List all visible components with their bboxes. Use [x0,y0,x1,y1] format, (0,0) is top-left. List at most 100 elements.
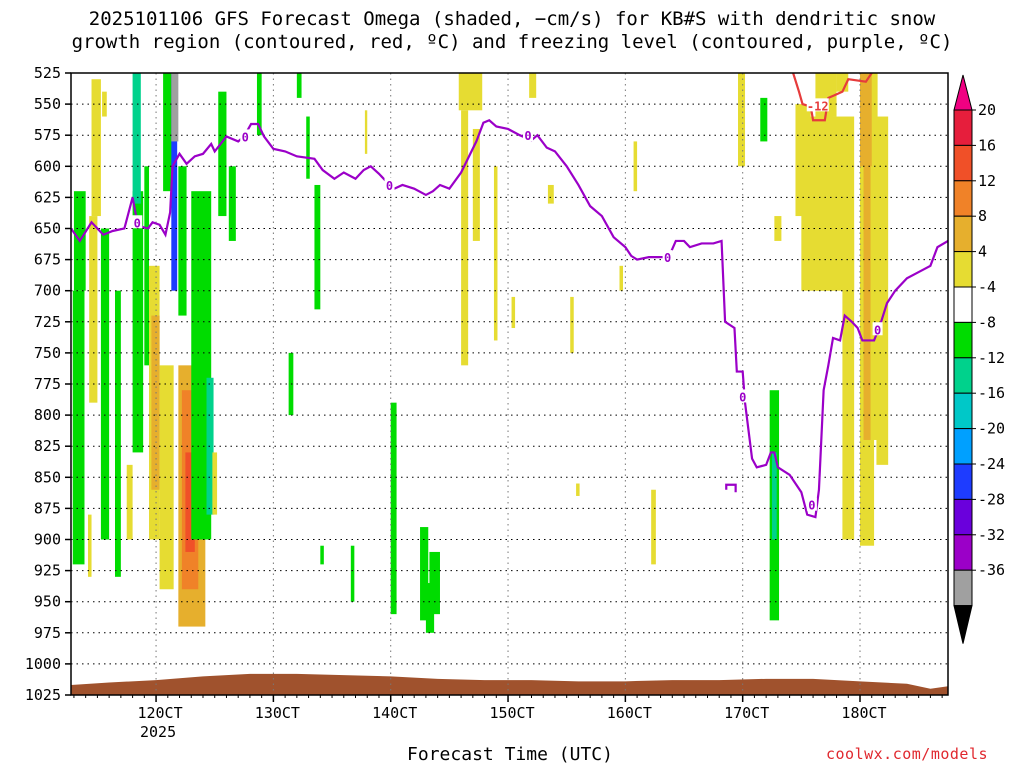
omega-cell [472,128,480,241]
omega-cell [420,527,429,621]
omega-cell [836,73,849,92]
freezing-level-label: 0 [664,251,671,265]
omega-cell [651,489,656,565]
x-tick-label: 180CT [841,704,886,722]
colorbar-swatch [953,109,973,146]
colorbar-label: -8 [978,313,996,331]
omega-cell [212,452,218,515]
freezing-level-fragment [725,483,737,493]
omega-cell [132,73,141,204]
x-tick-sublabel: 2025 [140,723,176,741]
omega-cell [151,315,160,490]
colorbar: 20 16 12 8 4 -4 -8 -12 -16 -20 -24 -28 -32 -36 [953,74,1005,644]
omega-cell [91,79,101,217]
x-tick-label: 140CT [372,704,417,722]
omega-cell [314,184,321,310]
y-tick-label: 650 [34,220,61,238]
omega-cell [390,402,397,615]
colorbar-label: 16 [978,136,996,154]
omega-cell [296,73,302,98]
freezing-level-label: 0 [134,216,141,230]
omega-cell [364,110,368,154]
omega-cell [178,166,187,316]
colorbar-label: 20 [978,101,996,119]
x-tick-label: 130CT [255,704,300,722]
x-tick-label: 170CT [724,704,769,722]
colorbar-label: -16 [978,384,1005,402]
omega-cell [737,73,746,167]
colorbar-swatch [953,215,973,253]
y-tick-label: 775 [34,375,61,393]
y-tick-label: 1000 [25,655,61,673]
colorbar-swatch [953,569,973,607]
omega-cell [860,73,872,167]
y-tick-label: 725 [34,313,61,331]
freezing-level-label-bg [662,250,673,264]
y-tick-label: 825 [34,437,61,455]
y-tick-label: 750 [34,344,61,362]
omega-cell [461,110,469,366]
ground-fill [71,673,948,695]
colorbar-label: -20 [978,420,1005,438]
omega-cell [89,216,98,403]
omega-cell [185,452,195,552]
y-tick-label: 900 [34,531,61,549]
x-axis-label: Forecast Time (UTC) [407,744,613,765]
y-tick-label: 675 [34,251,61,269]
colorbar-label: -28 [978,490,1005,508]
freezing-level-label: 0 [808,499,815,513]
colorbar-label: -12 [978,349,1005,367]
colorbar-swatch [953,463,973,500]
dendritic-label-bg [806,98,829,112]
omega-cell [576,483,580,496]
colorbar-swatch [953,321,973,359]
omega-cell [547,184,554,204]
freezing-level-label: 0 [524,129,531,143]
omega-cell [529,73,537,98]
freezing-level-label: 0 [874,323,881,337]
colorbar-label: 8 [978,207,987,225]
omega-cell [218,91,227,217]
omega-cell [159,365,174,590]
y-tick-label: 700 [34,282,61,300]
colorbar-swatch [953,534,973,571]
omega-cell [171,73,178,291]
y-tick-label: 625 [34,188,61,206]
colorbar-label: -24 [978,455,1005,473]
omega-cell [206,377,214,515]
chart-title: 2025101106 GFS Forecast Omega (shaded, −… [71,8,953,53]
grid-lines [71,72,948,696]
omega-cell [619,265,624,291]
omega-shading [72,73,889,633]
freezing-level-label-bg [806,497,817,511]
x-tick-label: 150CT [489,704,534,722]
colorbar-label: -4 [978,278,996,296]
colorbar-swatch [953,498,973,536]
omega-cell [633,141,638,192]
omega-cell [163,73,175,192]
omega-cell [425,583,435,633]
colorbar-top-arrow [953,74,973,111]
omega-cell [288,352,294,416]
y-tick-label: 975 [34,624,61,642]
freezing-level-label: 0 [386,179,393,193]
colorbar-swatch [953,357,973,394]
credit-link[interactable]: coolwx.com/models [826,745,989,763]
omega-cell [320,545,324,565]
omega-cell [824,73,837,117]
omega-cell [842,228,855,540]
omega-cell [876,116,889,465]
freezing-level-label-bg [737,389,748,403]
colorbar-swatch [953,144,973,182]
omega-cell [815,73,834,291]
y-tick-label: 925 [34,562,61,580]
freezing-level-label-bg [132,215,143,229]
omega-cell [511,296,516,329]
omega-cell [570,296,574,353]
colorbar-label: -32 [978,526,1005,544]
omega-cell [760,97,768,142]
omega-cell [350,545,355,602]
freezing-level-label-bg [240,129,251,143]
y-tick-label: 950 [34,593,61,611]
